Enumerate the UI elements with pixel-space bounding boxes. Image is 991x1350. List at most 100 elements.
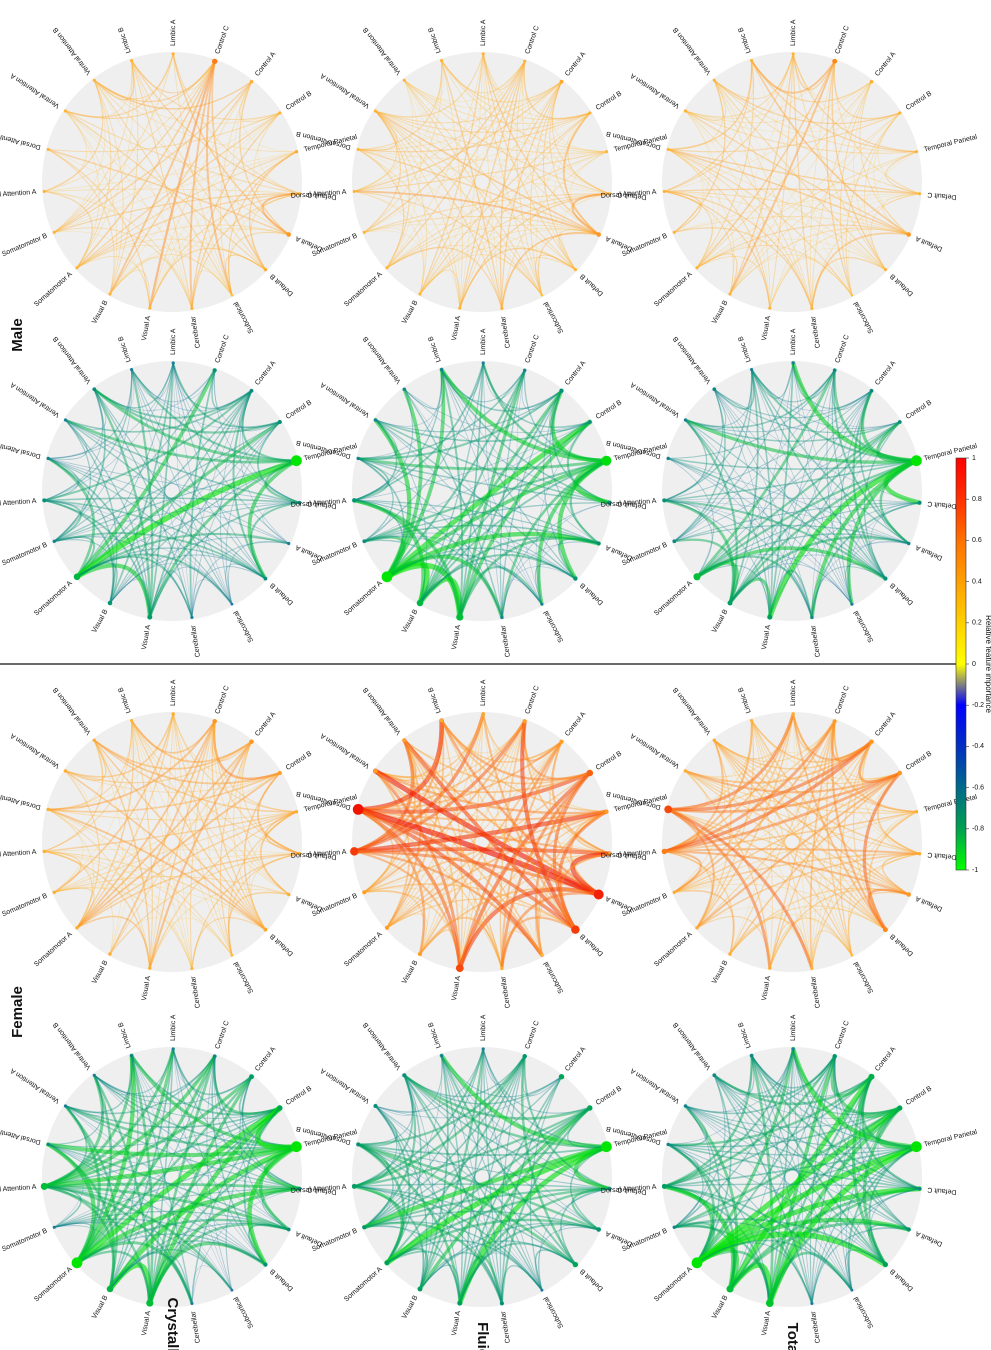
colorbar-tick-label: 0.4	[972, 578, 982, 585]
chord	[459, 60, 526, 309]
chord	[662, 740, 874, 854]
chord	[552, 81, 607, 153]
network-node	[683, 418, 688, 422]
chord	[551, 740, 611, 855]
chord	[47, 1143, 193, 1304]
network-label: Limbic B	[117, 1021, 132, 1049]
chord	[663, 499, 771, 618]
chord	[833, 1055, 918, 1148]
chord	[848, 853, 920, 956]
row-label: Fluid	[474, 1322, 491, 1350]
chord	[570, 1145, 608, 1231]
network-label: Ventral Attention B	[672, 335, 713, 385]
network-node	[148, 306, 152, 310]
panel-disc	[662, 52, 922, 312]
chord	[696, 713, 794, 929]
chord	[357, 1055, 526, 1146]
chord	[353, 1074, 414, 1188]
chord	[109, 1055, 216, 1290]
chord	[538, 193, 610, 296]
chord	[53, 1221, 233, 1291]
chord	[685, 390, 872, 433]
chord	[673, 720, 836, 894]
chord	[64, 419, 118, 604]
chord	[696, 1055, 836, 1264]
chord	[403, 388, 591, 433]
network-node	[914, 150, 918, 154]
chord	[47, 739, 104, 810]
chord	[713, 739, 921, 855]
network-node	[868, 1073, 875, 1080]
chord	[43, 188, 300, 195]
row-label: Crystallised	[164, 1297, 181, 1350]
network-node	[278, 111, 282, 115]
chord	[250, 853, 300, 931]
chord	[713, 713, 794, 760]
network-node	[286, 232, 291, 237]
chord	[441, 60, 526, 94]
chord	[685, 110, 771, 309]
network-node	[351, 1183, 357, 1189]
chord	[662, 1054, 837, 1188]
chord	[374, 713, 484, 778]
chord	[750, 719, 873, 763]
network-label: Control B	[285, 399, 314, 421]
chord	[811, 811, 917, 969]
network-node	[693, 573, 701, 581]
chord	[211, 60, 267, 271]
network-node	[750, 59, 754, 63]
chord	[419, 916, 503, 970]
network-label: Somatomotor A	[343, 931, 384, 969]
chord	[729, 914, 853, 956]
chord	[667, 149, 704, 233]
chord	[353, 499, 503, 619]
chord	[43, 850, 233, 956]
chord	[419, 112, 591, 295]
chord	[227, 811, 298, 956]
network-node	[230, 602, 234, 606]
network-label: Subcortical	[853, 300, 876, 334]
network-node	[75, 266, 79, 270]
chord	[93, 388, 281, 434]
network-node	[297, 851, 302, 856]
chord	[713, 79, 771, 309]
chord	[663, 1054, 753, 1188]
chord	[524, 720, 607, 813]
network-node	[52, 230, 56, 234]
chord	[357, 149, 543, 296]
network-node	[767, 614, 773, 620]
network-label: Visual B	[91, 608, 110, 634]
chord	[53, 460, 298, 542]
chord	[482, 1048, 526, 1086]
network-label: Control C	[214, 334, 230, 364]
chord	[482, 713, 543, 956]
chord	[684, 770, 910, 896]
chord	[695, 771, 901, 929]
chord	[695, 555, 813, 619]
chord	[353, 1055, 526, 1188]
chord	[131, 720, 233, 956]
chord	[667, 148, 853, 296]
chord	[109, 1251, 193, 1305]
chord	[93, 739, 151, 969]
network-node	[917, 1186, 922, 1191]
network-label: Ventral Attention B	[52, 26, 93, 76]
chord	[729, 368, 759, 604]
chord	[439, 1053, 609, 1149]
chord	[751, 1055, 872, 1098]
network-label: Limbic A	[790, 679, 797, 706]
network-node	[42, 849, 47, 854]
chord	[848, 541, 910, 605]
chord	[375, 1105, 543, 1291]
chord	[65, 110, 100, 269]
chord	[212, 720, 281, 780]
chord	[374, 770, 411, 929]
chord	[482, 53, 503, 309]
network-label: Control C	[834, 685, 850, 715]
network-label: Control B	[285, 1085, 314, 1107]
chord	[76, 547, 267, 580]
chord	[750, 368, 774, 618]
network-label: Ventral Attention A	[9, 380, 61, 418]
chord	[809, 720, 836, 970]
